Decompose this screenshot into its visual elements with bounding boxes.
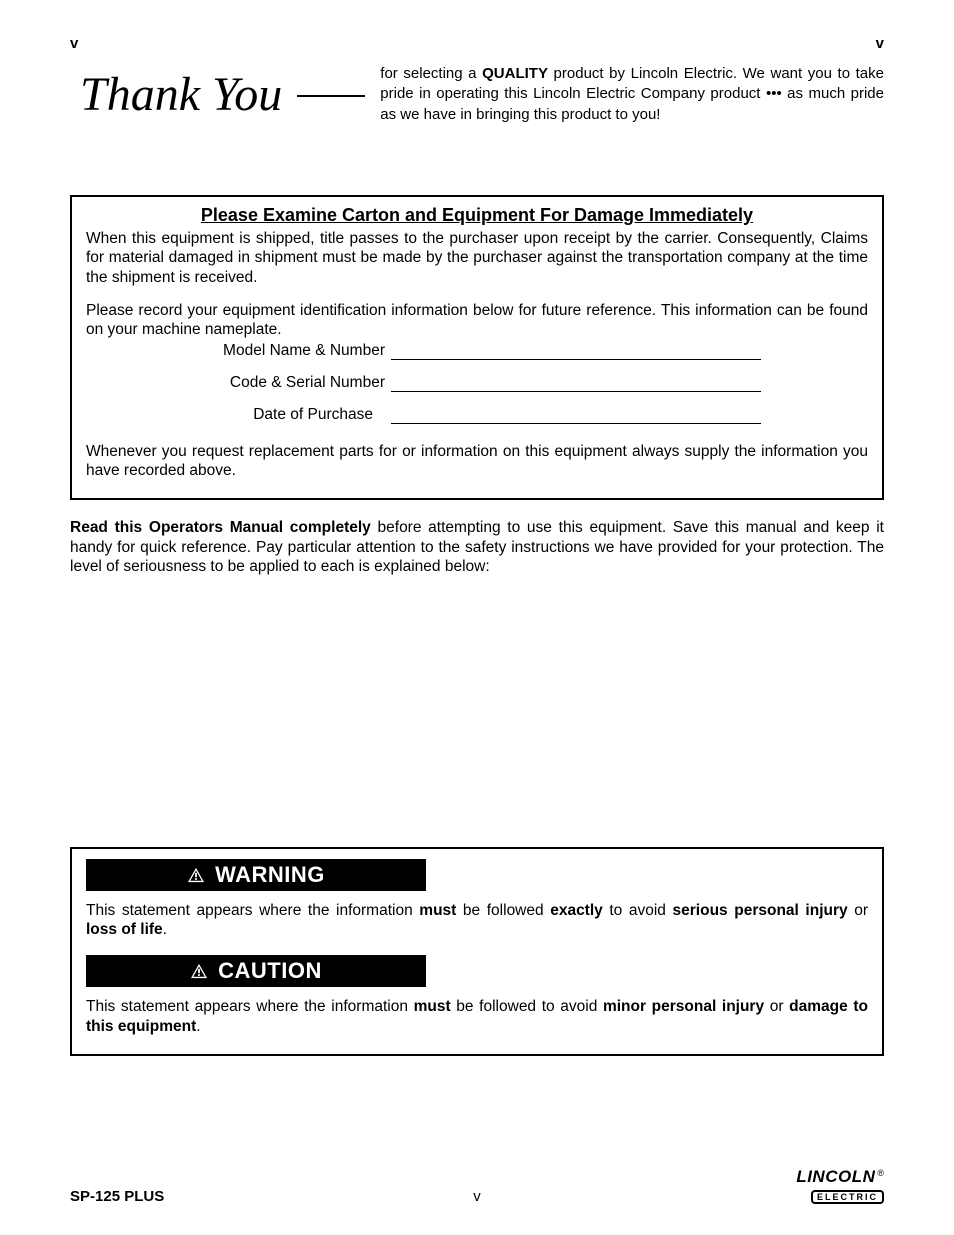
text: This statement appears where the informa…: [86, 902, 419, 919]
header-right: v: [876, 35, 884, 52]
text: .: [163, 921, 167, 938]
text-bold: must: [414, 998, 451, 1015]
field-label: Code & Serial Number: [86, 374, 391, 392]
text: .: [196, 1018, 200, 1035]
field-label: Model Name & Number: [86, 342, 391, 360]
caution-text: This statement appears where the informa…: [86, 997, 868, 1036]
warning-text: This statement appears where the informa…: [86, 901, 868, 940]
footer-model: SP-125 PLUS: [70, 1188, 164, 1205]
text-bold: must: [419, 902, 456, 919]
examine-title: Please Examine Carton and Equipment For …: [86, 205, 868, 226]
thank-you-section: Thank You for selecting a QUALITY produc…: [70, 64, 884, 125]
text: This statement appears where the informa…: [86, 998, 414, 1015]
examine-p2: Please record your equipment identificat…: [86, 301, 868, 340]
logo-brand: LINCOLN: [796, 1167, 875, 1187]
warning-icon: [187, 867, 205, 883]
logo-registered: ®: [877, 1168, 884, 1178]
thank-you-body: for selecting a QUALITY product by Linco…: [380, 64, 884, 125]
text: be followed to avoid: [451, 998, 603, 1015]
header-left: v: [70, 35, 78, 52]
field-model: Model Name & Number: [86, 342, 868, 360]
field-serial: Code & Serial Number: [86, 374, 868, 392]
text-bold: minor personal injury: [603, 998, 764, 1015]
divider-line: [297, 95, 365, 97]
caution-icon: [190, 963, 208, 979]
text: to avoid: [603, 902, 673, 919]
examine-box: Please Examine Carton and Equipment For …: [70, 195, 884, 501]
footer: SP-125 PLUS v LINCOLN® ELECTRIC: [70, 1167, 884, 1205]
caution-label: CAUTION: [218, 958, 322, 984]
warning-banner: WARNING: [86, 859, 426, 891]
text: or: [848, 902, 868, 919]
field-line[interactable]: [391, 346, 761, 360]
text-bold: exactly: [550, 902, 603, 919]
caution-banner: CAUTION: [86, 955, 426, 987]
warning-caution-box: WARNING This statement appears where the…: [70, 847, 884, 1057]
footer-page: v: [473, 1188, 481, 1205]
text-bold: loss of life: [86, 921, 163, 938]
logo-sub: ELECTRIC: [811, 1190, 884, 1204]
read-manual: Read this Operators Manual completely be…: [70, 518, 884, 576]
field-line[interactable]: [391, 410, 761, 424]
thank-you-heading: Thank You: [70, 67, 282, 122]
text-bold: serious personal injury: [673, 902, 848, 919]
examine-p1: When this equipment is shipped, title pa…: [86, 229, 868, 287]
field-line[interactable]: [391, 378, 761, 392]
text-bold: Read this Operators Manual completely: [70, 519, 371, 536]
text: be followed: [456, 902, 550, 919]
text: or: [764, 998, 789, 1015]
footer-logo: LINCOLN® ELECTRIC: [796, 1167, 884, 1205]
field-label: Date of Purchase: [86, 406, 391, 424]
field-date: Date of Purchase: [86, 406, 868, 424]
bullets: •••: [766, 85, 782, 102]
warning-label: WARNING: [215, 862, 325, 888]
examine-p3: Whenever you request replacement parts f…: [86, 442, 868, 481]
text-bold: QUALITY: [482, 65, 548, 82]
text: for selecting a: [380, 65, 482, 82]
page-header: v v: [70, 35, 884, 52]
